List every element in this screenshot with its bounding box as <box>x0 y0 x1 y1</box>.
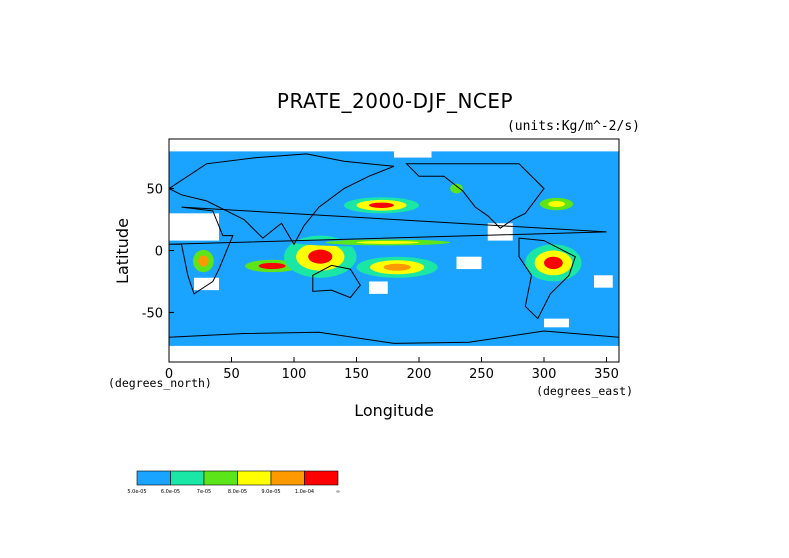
x-tick-label: 100 <box>282 367 307 382</box>
missing-patch <box>194 277 219 291</box>
y-unit-note: (degrees_north) <box>108 376 212 390</box>
plot-area <box>169 139 619 362</box>
missing-patch <box>369 281 388 294</box>
missing-patch <box>169 213 219 241</box>
coastline-australia <box>312 264 361 299</box>
colorbar-label: 5.0e-05 <box>127 489 146 495</box>
precipitation-layer <box>187 178 582 282</box>
precip-south-indian-ocean <box>258 262 286 270</box>
coastline-layer <box>169 153 619 344</box>
colorbar-swatch <box>304 470 339 486</box>
colorbar-label: 1.0e-04 <box>295 489 314 495</box>
missing-patch <box>456 256 482 270</box>
colorbar-label: 8.0e-05 <box>228 489 247 495</box>
units-label: (units:Kg/m^-2/s) <box>507 119 640 134</box>
colorbar-label: 7e-05 <box>197 489 211 495</box>
precip-south-pacific-convergence <box>383 263 411 271</box>
y-tick-label: -50 <box>142 306 163 321</box>
precip-north-pacific-coast <box>450 183 463 194</box>
x-unit-note: (degrees_east) <box>536 384 633 398</box>
x-tick-label: 200 <box>407 367 432 382</box>
precip-maritime-continent <box>308 249 333 264</box>
colorbar: 5.0e-05 6.0e-05 7e-05 8.0e-05 9.0e-05 1.0e-04… <box>127 470 340 495</box>
colorbar-swatch <box>270 470 305 486</box>
precip-north-pacific-storm-track <box>369 202 394 208</box>
colorbar-label: ∞ <box>336 489 340 495</box>
colorbar-swatch <box>136 470 171 486</box>
missing-patch <box>487 223 513 241</box>
precip-southern-africa <box>198 255 209 267</box>
coastline-south-america <box>518 237 576 320</box>
x-tick-label: 150 <box>344 367 369 382</box>
x-tick-label: 300 <box>532 367 557 382</box>
colorbar-label: 9.0e-05 <box>261 489 280 495</box>
x-tick-label: 350 <box>594 367 619 382</box>
coastline-eurasia <box>169 153 395 246</box>
x-tick-label: 50 <box>223 367 240 382</box>
x-tick-label: 250 <box>469 367 494 382</box>
chart-title: PRATE_2000-DJF_NCEP <box>277 89 513 113</box>
missing-patch <box>169 345 619 362</box>
x-axis-ticks: 0 50 100 150 200 250 300 350 <box>165 357 619 382</box>
coastline-antarctica <box>169 330 619 344</box>
y-tick-label: 50 <box>146 183 163 198</box>
missing-patch <box>169 139 619 152</box>
missing-patch <box>594 275 613 288</box>
colorbar-swatch <box>237 470 272 486</box>
y-tick-label: 0 <box>155 245 163 260</box>
coastline-africa <box>169 206 607 295</box>
colorbar-swatch <box>203 470 238 486</box>
precip-south-america <box>544 256 563 270</box>
colorbar-label: 6.0e-05 <box>161 489 180 495</box>
precip-north-atlantic-storm-track <box>548 200 565 208</box>
missing-patch <box>544 318 569 328</box>
missing-patch <box>394 148 432 158</box>
precip-itcz-pacific <box>356 241 419 244</box>
x-axis-label: Longitude <box>354 401 434 420</box>
colorbar-swatch <box>170 470 205 486</box>
coastline-north-america <box>405 163 545 229</box>
x-tick-label: 0 <box>165 367 173 382</box>
y-axis-ticks: 50 0 -50 <box>142 183 174 321</box>
y-axis-label: Latitude <box>113 218 132 284</box>
